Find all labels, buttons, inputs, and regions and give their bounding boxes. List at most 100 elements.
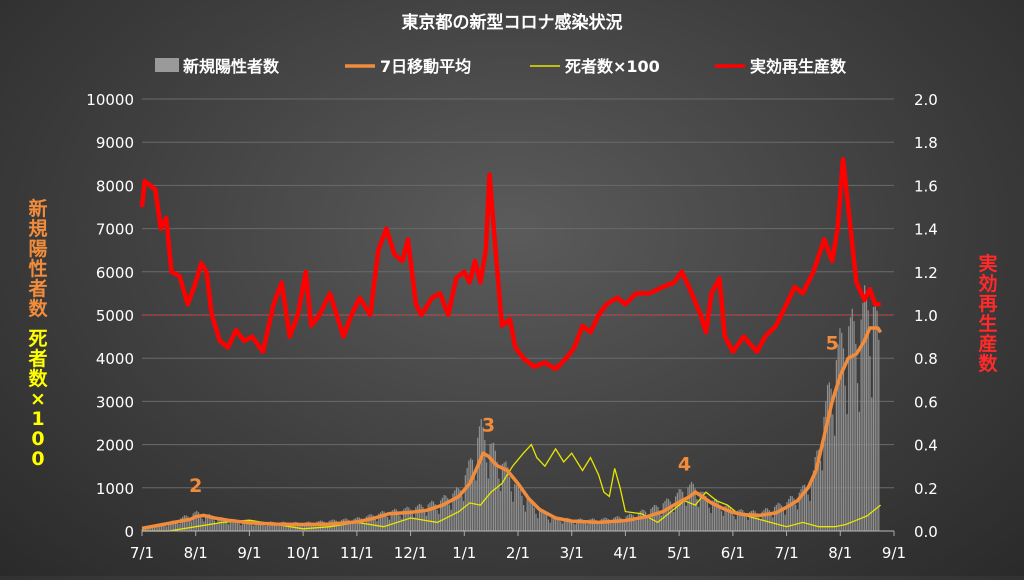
daily-cases-bar (719, 504, 721, 531)
daily-cases-bar (349, 522, 352, 531)
daily-cases-bar (630, 513, 633, 531)
x-tick-label: 8/1 (828, 544, 852, 562)
daily-cases-bar (710, 513, 712, 531)
daily-cases-bar (685, 505, 687, 531)
daily-cases-bar (280, 522, 283, 531)
daily-cases-bar (553, 516, 555, 531)
daily-cases-bar (233, 518, 235, 531)
daily-cases-bar (480, 419, 482, 531)
legend-label: 7日移動平均 (380, 57, 471, 76)
daily-cases-bar (648, 518, 650, 531)
daily-cases-bar (455, 487, 458, 531)
daily-cases-bar (466, 468, 468, 531)
daily-cases-bar (295, 521, 297, 531)
daily-cases-bar (643, 509, 645, 531)
daily-cases-bar (231, 519, 233, 531)
daily-cases-bar (871, 397, 873, 531)
y-right-tick-label: 0.8 (914, 350, 938, 368)
daily-cases-bar (609, 521, 611, 531)
daily-cases-bar (715, 499, 717, 531)
daily-cases-bar (171, 520, 173, 531)
daily-cases-bar (401, 518, 403, 531)
daily-cases-bar (371, 514, 373, 531)
daily-cases-bar (837, 344, 839, 531)
daily-cases-bar (484, 440, 486, 531)
daily-cases-bar (418, 503, 421, 531)
daily-cases-bar (468, 460, 470, 531)
daily-cases-bar (742, 510, 744, 531)
x-tick-label: 9/1 (237, 544, 261, 562)
daily-cases-bar (731, 511, 733, 531)
daily-cases-bar (690, 481, 693, 531)
daily-cases-bar (641, 509, 643, 531)
daily-cases-bar (752, 510, 754, 531)
daily-cases-bar (492, 442, 495, 531)
daily-cases-bar (503, 462, 505, 531)
daily-cases-bar (164, 525, 166, 531)
daily-cases-bar (399, 515, 401, 531)
y-right-tick-label: 1.4 (914, 221, 938, 239)
daily-cases-bar (809, 500, 811, 531)
daily-cases-bar (515, 484, 518, 531)
daily-cases-bar (309, 521, 311, 531)
daily-cases-bar (298, 523, 300, 531)
daily-cases-bar (438, 513, 440, 531)
daily-cases-bar (777, 502, 779, 531)
x-tick-label: 8/1 (184, 544, 208, 562)
daily-cases-bar (510, 491, 512, 531)
daily-cases-bar (856, 383, 859, 531)
daily-cases-bar (392, 510, 394, 531)
y-right-tick-label: 1.2 (914, 264, 938, 282)
daily-cases-bar (620, 517, 622, 531)
daily-cases-bar (364, 522, 366, 531)
daily-cases-bar (213, 520, 216, 531)
daily-cases-bar (634, 518, 636, 531)
daily-cases-bar (782, 510, 785, 531)
daily-cases-bar (157, 524, 159, 531)
daily-cases-bar (750, 510, 753, 531)
daily-cases-bar (828, 382, 830, 531)
daily-cases-bar (766, 508, 769, 531)
daily-cases-bar (561, 523, 564, 531)
daily-cases-bar (844, 385, 846, 531)
daily-cases-bar (185, 515, 187, 531)
daily-cases-bar (595, 520, 597, 531)
daily-cases-bar (583, 520, 585, 531)
daily-cases-bar (494, 450, 497, 531)
x-tick-label: 1/1 (452, 544, 476, 562)
daily-cases-bar (607, 519, 610, 531)
daily-cases-bar (788, 499, 790, 531)
daily-cases-bar (705, 496, 707, 531)
x-tick-label: 5/1 (667, 544, 691, 562)
daily-cases-bar (853, 321, 855, 531)
daily-cases-bar (160, 523, 163, 531)
daily-cases-bar (673, 511, 675, 531)
daily-cases-bar (846, 414, 848, 531)
daily-cases-bar (699, 491, 701, 531)
y-left-tick-label: 3000 (96, 393, 134, 411)
daily-cases-bar (215, 523, 217, 531)
daily-cases-bar (738, 509, 740, 531)
daily-cases-bar (236, 521, 239, 531)
daily-cases-bar (660, 515, 663, 531)
daily-cases-bar (431, 500, 433, 531)
daily-cases-bar (872, 307, 875, 531)
daily-cases-bar (560, 521, 562, 531)
daily-cases-bar (848, 326, 850, 531)
y-right-tick-label: 2.0 (914, 91, 938, 109)
daily-cases-bar (508, 476, 511, 531)
y-right-tick-label: 1.6 (914, 177, 938, 195)
daily-cases-bar (182, 516, 184, 531)
daily-cases-bar (187, 516, 189, 531)
deaths-x100-line (142, 443, 882, 532)
daily-cases-bar (639, 511, 641, 531)
daily-cases-bar (701, 491, 703, 531)
daily-cases-bar (514, 483, 516, 531)
x-tick-label: 10/1 (286, 544, 320, 562)
daily-cases-bar (219, 517, 221, 531)
daily-cases-bar (289, 526, 292, 531)
daily-cases-bar (477, 437, 479, 531)
daily-cases-bar (593, 518, 595, 531)
y-left-tick-label: 6000 (96, 264, 134, 282)
daily-cases-bar (682, 491, 684, 531)
